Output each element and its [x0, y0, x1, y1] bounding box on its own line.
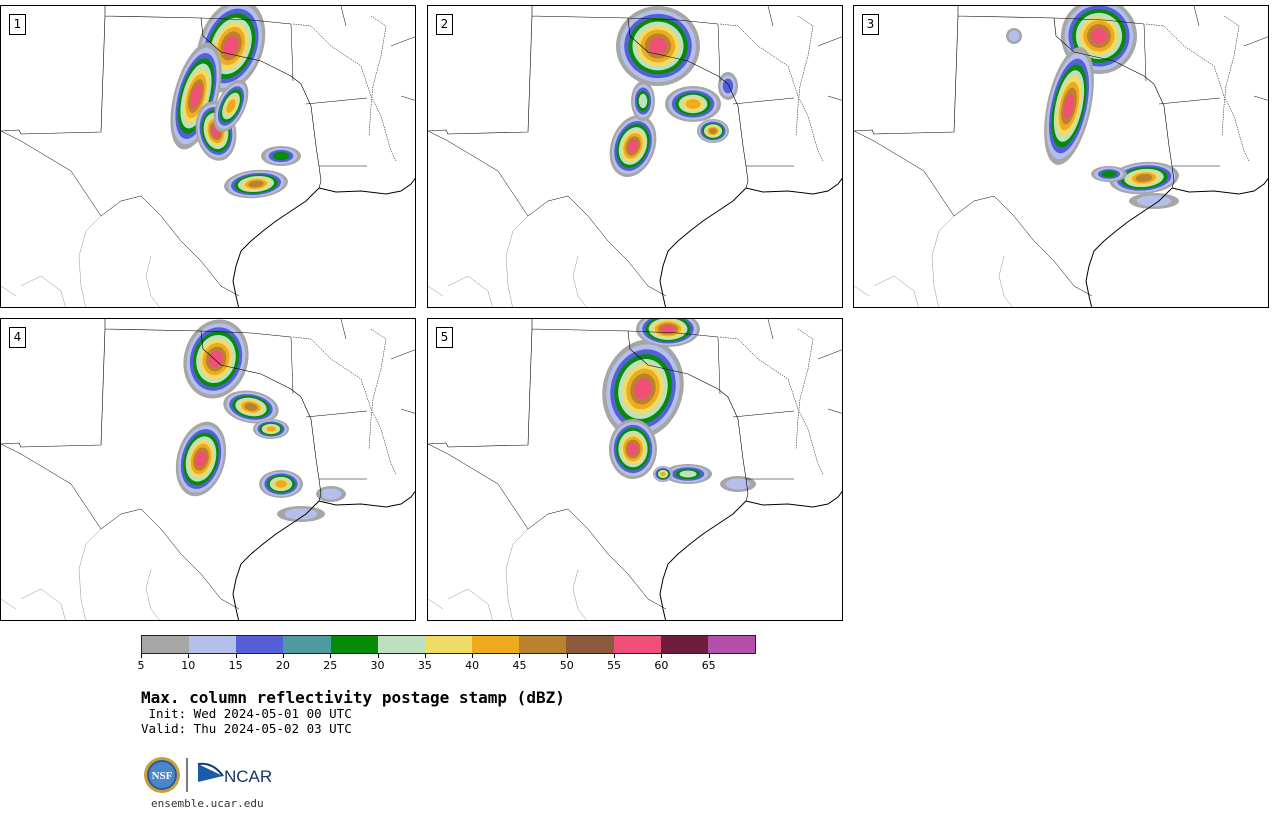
colorbar-swatch — [424, 636, 473, 653]
map-1 — [1, 6, 415, 307]
colorbar-tick — [661, 654, 663, 658]
init-time: Init: Wed 2024-05-01 00 UTC — [141, 706, 352, 721]
colorbar-tick-label: 60 — [654, 659, 669, 672]
echo-cell — [272, 151, 290, 161]
colorbar-tick — [188, 654, 190, 658]
colorbar-tick-label: 40 — [465, 659, 480, 672]
member-label: 2 — [436, 14, 453, 35]
colorbar-swatch — [236, 636, 284, 653]
member-label: 3 — [862, 14, 879, 35]
echo-cell — [1090, 27, 1108, 45]
colorbar-tick — [472, 654, 474, 658]
colorbar-swatch — [707, 636, 756, 653]
map-3 — [854, 6, 1268, 307]
colorbar-tick — [235, 654, 237, 658]
colorbar-swatch — [377, 636, 425, 653]
echo-cell — [1008, 30, 1020, 42]
figure-title: Max. column reflectivity postage stamp (… — [141, 688, 565, 707]
colorbar-swatch — [519, 636, 567, 653]
colorbar-tick — [519, 654, 521, 658]
echo-cell — [223, 35, 239, 57]
colorbar-tick-label: 5 — [137, 659, 145, 672]
colorbar-tick-label: 50 — [559, 659, 574, 672]
echo-cell — [661, 325, 675, 333]
echo-cell — [638, 93, 648, 109]
echo-cell — [709, 128, 717, 134]
colorbar — [141, 635, 756, 654]
colorbar-tick-label: 30 — [370, 659, 385, 672]
echo-cell — [660, 471, 666, 477]
valid-time: Valid: Thu 2024-05-02 03 UTC — [141, 721, 352, 736]
colorbar-tick-label: 45 — [512, 659, 527, 672]
colorbar-tick-label: 55 — [607, 659, 622, 672]
colorbar-swatch — [660, 636, 708, 653]
map-2 — [428, 6, 842, 307]
echo-cell — [275, 480, 287, 488]
colorbar-swatch — [142, 636, 190, 653]
colorbar-tick — [566, 654, 568, 658]
colorbar-tick-label: 35 — [417, 659, 432, 672]
map-4 — [1, 319, 415, 620]
colorbar-tick-label: 25 — [323, 659, 338, 672]
colorbar-swatch — [613, 636, 661, 653]
colorbar-tick-label: 10 — [181, 659, 196, 672]
stamp-panel-2: 2 — [427, 5, 843, 308]
colorbar-swatch — [189, 636, 237, 653]
echo-cell — [1063, 93, 1075, 119]
colorbar-tick — [330, 654, 332, 658]
map-5 — [428, 319, 842, 620]
stamp-panel-4: 4 — [0, 318, 416, 621]
member-label: 1 — [9, 14, 26, 35]
colorbar-tick-label: 65 — [701, 659, 716, 672]
colorbar-swatch — [283, 636, 331, 653]
echo-cell — [634, 378, 652, 400]
colorbar-swatch — [330, 636, 378, 653]
ncar-text: NCAR — [224, 767, 272, 786]
echo-cell — [248, 180, 264, 188]
echo-cell — [648, 37, 668, 55]
echo-cell — [1101, 170, 1117, 178]
colorbar-tick — [708, 654, 710, 658]
nsf-text: NSF — [152, 770, 173, 782]
echo-cell — [1135, 174, 1153, 182]
colorbar-tick — [377, 654, 379, 658]
logos: NSF NCAR — [143, 756, 278, 794]
colorbar-tick — [614, 654, 616, 658]
colorbar-tick-label: 20 — [275, 659, 290, 672]
echo-cell — [679, 470, 697, 478]
stamp-panel-1: 1 — [0, 5, 416, 308]
colorbar-tick — [141, 654, 142, 658]
colorbar-tick — [282, 654, 284, 658]
member-label: 5 — [436, 327, 453, 348]
echo-cell — [320, 488, 342, 500]
ncar-logo: NCAR — [197, 762, 272, 786]
echo-cell — [725, 478, 751, 490]
echo-cell — [1136, 195, 1172, 207]
colorbar-tick-label: 15 — [228, 659, 243, 672]
website-url: ensemble.ucar.edu — [151, 797, 264, 810]
member-label: 4 — [9, 327, 26, 348]
echo-cell — [627, 442, 639, 456]
stamp-panel-5: 5 — [427, 318, 843, 621]
echo-cell — [266, 426, 276, 432]
colorbar-ticks: 5 10 15 20 25 30 35 40 45 50 55 60 65 — [137, 654, 756, 674]
echo-cell — [190, 84, 202, 108]
echo-cell — [685, 99, 701, 109]
echo-cell — [195, 450, 207, 468]
echo-cell — [208, 350, 224, 368]
echo-cell — [226, 99, 236, 113]
colorbar-swatch — [472, 636, 520, 653]
echo-cell — [244, 403, 258, 411]
colorbar-swatch — [566, 636, 614, 653]
nsf-logo: NSF — [144, 757, 180, 793]
echo-cell — [627, 139, 639, 153]
stamp-panel-3: 3 — [853, 5, 1269, 308]
colorbar-tick — [424, 654, 426, 658]
